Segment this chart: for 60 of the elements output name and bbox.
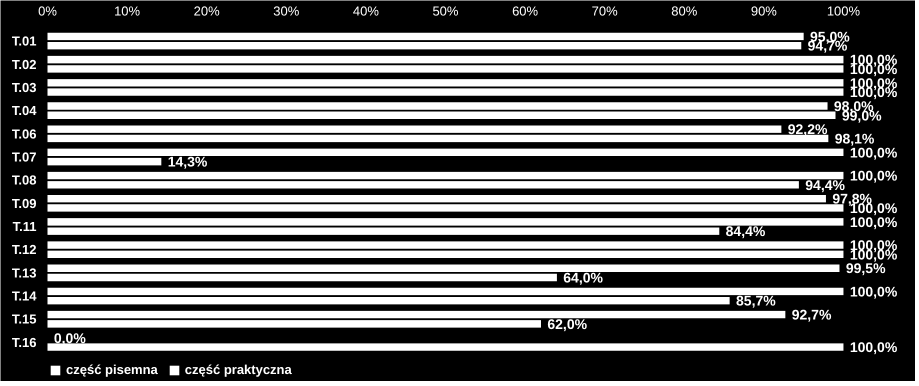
bar bbox=[48, 264, 840, 272]
bar bbox=[48, 194, 826, 202]
x-tick-label: 20% bbox=[194, 4, 220, 18]
x-tick-label: 0% bbox=[38, 4, 58, 18]
x-tick-label: 50% bbox=[432, 4, 459, 18]
x-tick-label: 30% bbox=[273, 4, 300, 18]
data-label: 92,7% bbox=[792, 306, 832, 323]
bar bbox=[48, 102, 828, 110]
bar bbox=[48, 181, 799, 189]
bar bbox=[48, 227, 720, 235]
y-tick-label: T.07 bbox=[12, 149, 37, 164]
data-label: 0,0% bbox=[54, 330, 86, 346]
data-label: 64,0% bbox=[563, 270, 604, 286]
data-label: 100,0% bbox=[850, 144, 898, 160]
y-tick-label: T.09 bbox=[12, 196, 37, 211]
legend-label: część praktyczna bbox=[184, 362, 292, 377]
data-label: 84,4% bbox=[726, 223, 766, 240]
bar bbox=[48, 204, 844, 212]
data-label: 62,0% bbox=[547, 316, 588, 332]
x-tick-label: 60% bbox=[512, 4, 539, 18]
data-label: 85,7% bbox=[736, 292, 776, 309]
bar bbox=[48, 158, 162, 166]
bar bbox=[48, 32, 804, 40]
y-tick-label: T.01 bbox=[12, 34, 37, 49]
x-tick-label: 100% bbox=[826, 4, 861, 18]
data-label: 100,0% bbox=[850, 339, 898, 356]
x-tick-label: 90% bbox=[750, 4, 778, 18]
bar bbox=[48, 296, 730, 304]
data-label: 92,2% bbox=[788, 121, 828, 138]
bar bbox=[48, 88, 844, 96]
bar bbox=[48, 343, 844, 351]
bar bbox=[48, 274, 557, 282]
bar bbox=[48, 288, 844, 296]
bar bbox=[48, 172, 844, 180]
bar bbox=[48, 148, 844, 156]
y-tick-label: T.03 bbox=[12, 80, 37, 95]
bar bbox=[48, 42, 802, 50]
y-tick-label: T.11 bbox=[12, 219, 37, 234]
y-tick-label: T.06 bbox=[12, 126, 37, 142]
x-tick-label: 10% bbox=[114, 4, 141, 18]
y-tick-label: T.08 bbox=[12, 172, 37, 188]
bar bbox=[48, 218, 844, 226]
x-tick-label: 40% bbox=[352, 4, 380, 18]
y-tick-label: T.02 bbox=[12, 56, 37, 72]
bar bbox=[48, 79, 844, 87]
x-tick-label: 70% bbox=[592, 4, 618, 18]
y-tick-label: T.16 bbox=[12, 334, 37, 350]
data-label: 100,0% bbox=[850, 283, 898, 300]
y-tick-label: T.04 bbox=[12, 103, 38, 118]
data-label: 98,1% bbox=[834, 130, 875, 146]
data-label: 14,3% bbox=[168, 154, 208, 170]
y-tick-label: T.14 bbox=[12, 288, 38, 304]
y-tick-label: T.15 bbox=[12, 312, 37, 327]
data-label: 94,4% bbox=[805, 176, 846, 193]
y-tick-label: T.13 bbox=[12, 265, 37, 280]
legend-label: część pisemna bbox=[66, 362, 158, 377]
x-tick-label: 80% bbox=[671, 4, 698, 18]
y-tick-label: T.12 bbox=[12, 242, 37, 258]
data-label: 100,0% bbox=[850, 168, 898, 184]
bar bbox=[48, 112, 836, 119]
